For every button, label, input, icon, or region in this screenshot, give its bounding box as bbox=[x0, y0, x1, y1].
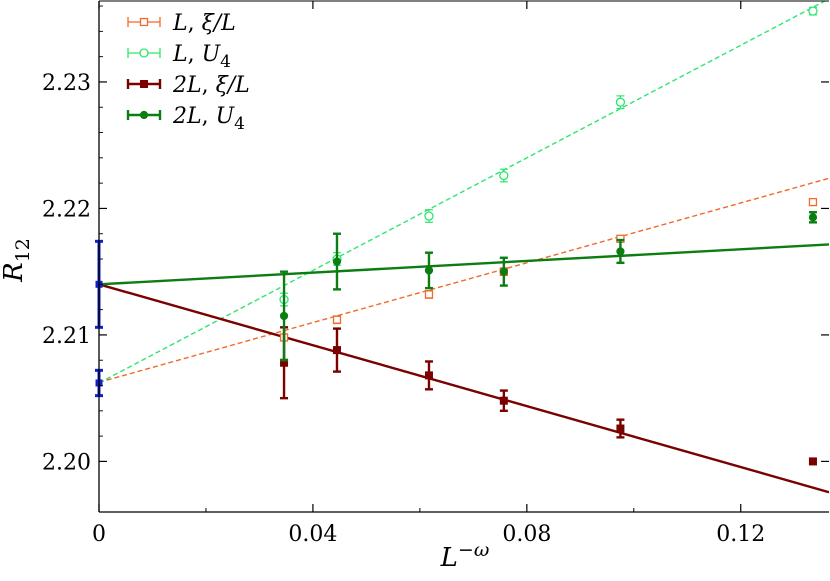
fit-line-2L_xi bbox=[99, 283, 829, 494]
legend-label-L_xi: L, ξ/L bbox=[172, 11, 236, 36]
x-tick-label-0: 0 bbox=[92, 522, 106, 547]
y-tick-label-2: 2.22 bbox=[42, 197, 91, 222]
fit-line-2L_U4 bbox=[99, 243, 829, 286]
plot-clip-group bbox=[99, 1, 829, 494]
point-2L_U4-4 bbox=[616, 247, 625, 256]
point-L_xi-5 bbox=[808, 197, 818, 207]
y-axis-label: R12 bbox=[0, 238, 34, 283]
legend-entry-2L_U4: 2L, U4 bbox=[126, 104, 245, 134]
x-tick-label-2: 0.08 bbox=[502, 522, 551, 547]
point-L_U4-2 bbox=[424, 211, 434, 221]
point-2L_U4-3 bbox=[499, 267, 508, 276]
point-2L_xi-4 bbox=[616, 424, 625, 433]
point-2L_xi-3 bbox=[499, 396, 508, 405]
y-tick-label-0: 2.20 bbox=[42, 450, 91, 475]
point-2L_U4-5 bbox=[808, 213, 818, 222]
x-tick-label-3: 0.12 bbox=[716, 522, 765, 547]
point-2L_U4-0 bbox=[279, 311, 289, 321]
legend-label-2L_xi: 2L, ξ/L bbox=[172, 73, 250, 98]
x-axis-label: L−ω bbox=[440, 539, 490, 573]
legend-entry-L_xi: L, ξ/L bbox=[127, 11, 236, 36]
legend-entry-2L_xi: 2L, ξ/L bbox=[126, 73, 250, 98]
point-2L_xi-5 bbox=[808, 457, 817, 466]
y-tick-label-3: 2.23 bbox=[42, 71, 91, 96]
y-tick-label-1: 2.21 bbox=[42, 324, 91, 349]
legend-entry-L_U4: L, U4 bbox=[127, 42, 231, 72]
legend-label-L_U4: L, U4 bbox=[172, 42, 231, 72]
legend-marker-2L_U4 bbox=[139, 110, 149, 120]
legend-marker-2L_xi bbox=[140, 80, 148, 88]
point-L_U4-5 bbox=[808, 6, 818, 16]
legend-marker-L_xi bbox=[139, 17, 149, 27]
point-L_U4-3 bbox=[499, 170, 509, 181]
point-2L_U4-1 bbox=[332, 257, 342, 266]
x-tick-label-1: 0.04 bbox=[288, 522, 337, 547]
point-L_U4-4 bbox=[615, 97, 626, 107]
point-L_xi-1 bbox=[332, 315, 342, 324]
point-L_xi-2 bbox=[424, 290, 434, 299]
point-2L_U4-2 bbox=[424, 266, 434, 275]
point-2L_xi-2 bbox=[424, 371, 433, 380]
legend-label-2L_U4: 2L, U4 bbox=[172, 104, 245, 134]
legend-marker-L_U4 bbox=[139, 48, 149, 58]
fit-line-L_xi bbox=[99, 177, 829, 384]
point-2L_xi-1 bbox=[332, 346, 341, 355]
